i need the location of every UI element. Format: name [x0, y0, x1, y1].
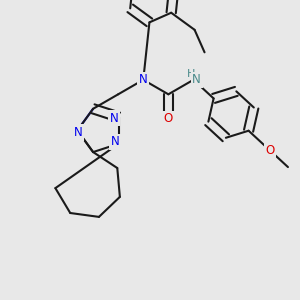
Text: N: N [110, 112, 119, 124]
Text: N: N [192, 73, 201, 86]
Text: O: O [164, 112, 173, 125]
Text: N: N [74, 126, 83, 139]
Text: H: H [187, 69, 196, 79]
Text: N: N [139, 73, 148, 86]
Text: O: O [265, 144, 274, 157]
Text: N: N [111, 135, 120, 148]
